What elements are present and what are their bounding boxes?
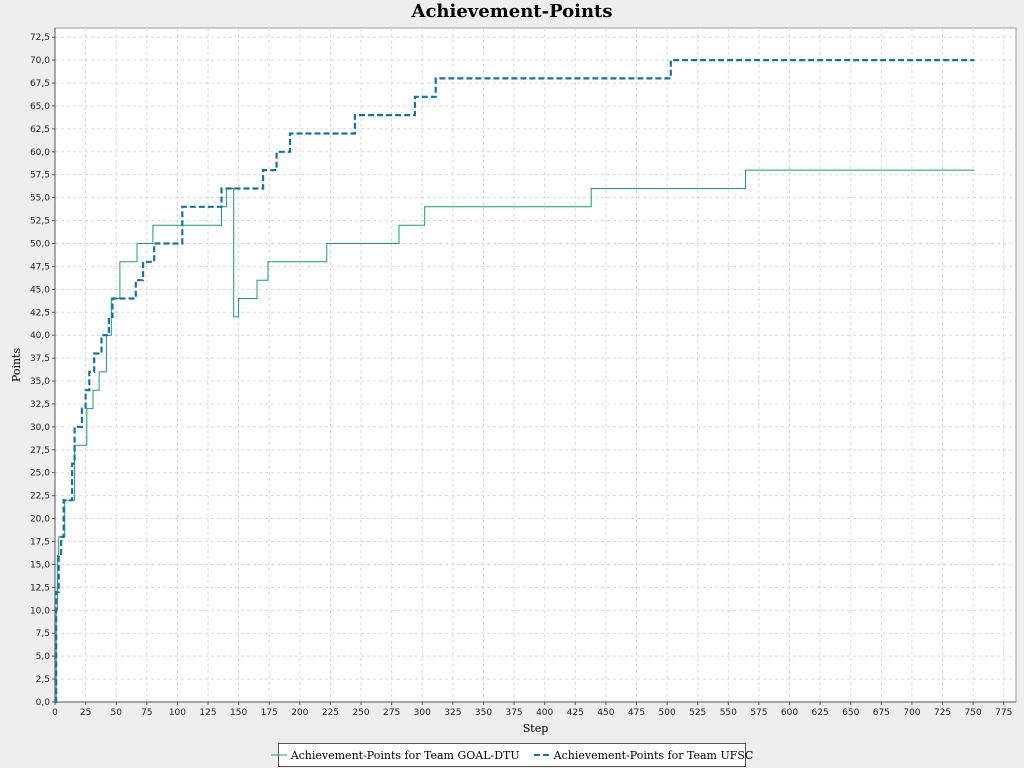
axes: 0 25 50 75 100 125 150 175 200 225 250 275 300 325 350… [30, 28, 1016, 718]
x-tick-label: 775 [995, 708, 1012, 718]
x-tick-label: 200 [291, 708, 308, 718]
y-tick-label: 57,5 [30, 171, 50, 181]
y-tick-label: 20,0 [30, 515, 50, 525]
x-tick-label: 625 [812, 708, 829, 718]
y-tick-label: 37,5 [30, 354, 50, 364]
y-tick-label: 47,5 [30, 262, 50, 272]
x-tick-label: 325 [444, 708, 461, 718]
y-tick-label: 35,0 [30, 377, 50, 387]
legend: Achievement-Points for Team GOAL-DTU Ach… [270, 743, 753, 767]
y-tick-label: 70,0 [30, 56, 50, 66]
y-tick-label: 17,5 [30, 538, 50, 548]
x-tick-label: 125 [199, 708, 216, 718]
x-tick-label: 675 [873, 708, 890, 718]
x-tick-label: 550 [720, 708, 737, 718]
y-tick-label: 22,5 [30, 492, 50, 502]
x-tick-label: 250 [352, 708, 369, 718]
y-tick-label: 7,5 [36, 629, 50, 639]
x-axis-title: Step [523, 722, 549, 735]
y-tick-label: 5,0 [36, 652, 51, 662]
x-tick-label: 300 [414, 708, 431, 718]
x-tick-label: 375 [505, 708, 522, 718]
y-tick-label: 60,0 [30, 148, 50, 158]
y-tick-label: 15,0 [30, 560, 50, 570]
x-tick-label: 500 [659, 708, 676, 718]
x-tick-label: 150 [230, 708, 247, 718]
y-tick-label: 12,5 [30, 583, 50, 593]
y-tick-label: 0,0 [36, 698, 51, 708]
legend-swatch-goal-dtu [270, 754, 287, 756]
x-tick-label: 225 [322, 708, 339, 718]
y-tick-label: 52,5 [30, 217, 50, 227]
x-tick-label: 175 [261, 708, 278, 718]
y-tick-label: 10,0 [30, 606, 50, 616]
x-tick-label: 50 [110, 708, 122, 718]
y-tick-label: 25,0 [30, 469, 50, 479]
x-tick-label: 450 [597, 708, 614, 718]
x-tick-label: 0 [52, 708, 58, 718]
legend-label-goal-dtu: Achievement-Points for Team GOAL-DTU [290, 748, 520, 762]
y-tick-label: 50,0 [30, 239, 50, 249]
x-tick-label: 350 [475, 708, 492, 718]
y-tick-label: 32,5 [30, 400, 50, 410]
y-tick-label: 72,5 [30, 33, 50, 43]
x-tick-label: 725 [934, 708, 951, 718]
x-tick-label: 75 [141, 708, 152, 718]
y-tick-label: 2,5 [36, 675, 50, 685]
legend-swatch-ufsc [533, 754, 550, 756]
plot-area [54, 27, 1017, 703]
x-tick-label: 750 [965, 708, 982, 718]
y-tick-label: 27,5 [30, 446, 50, 456]
series-layer [55, 59, 975, 704]
x-tick-label: 700 [903, 708, 920, 718]
series-line-goal-dtu [55, 169, 975, 703]
y-tick-label: 65,0 [30, 102, 50, 112]
legend-label-ufsc: Achievement-Points for Team UFSC [553, 748, 754, 762]
x-tick-label: 475 [628, 708, 645, 718]
y-tick-label: 42,5 [30, 308, 50, 318]
legend-item-ufsc: Achievement-Points for Team UFSC [533, 748, 754, 762]
x-tick-label: 100 [169, 708, 186, 718]
x-tick-label: 275 [383, 708, 400, 718]
y-tick-label: 67,5 [30, 79, 50, 89]
x-tick-label: 400 [536, 708, 553, 718]
x-tick-label: 575 [750, 708, 767, 718]
y-tick-label: 45,0 [30, 285, 50, 295]
y-tick-label: 62,5 [30, 125, 50, 135]
legend-item-goal-dtu: Achievement-Points for Team GOAL-DTU [270, 748, 520, 762]
x-tick-label: 425 [567, 708, 584, 718]
x-tick-label: 600 [781, 708, 798, 718]
y-axis-title: Points [10, 348, 23, 383]
y-tick-label: 55,0 [30, 194, 50, 204]
x-tick-label: 25 [80, 708, 91, 718]
x-tick-label: 525 [689, 708, 706, 718]
series-line-ufsc [55, 59, 975, 704]
y-tick-label: 30,0 [30, 423, 50, 433]
grid [54, 28, 1016, 703]
chart-title: Achievement-Points [411, 1, 613, 22]
y-tick-label: 40,0 [30, 331, 50, 341]
x-tick-label: 650 [842, 708, 859, 718]
